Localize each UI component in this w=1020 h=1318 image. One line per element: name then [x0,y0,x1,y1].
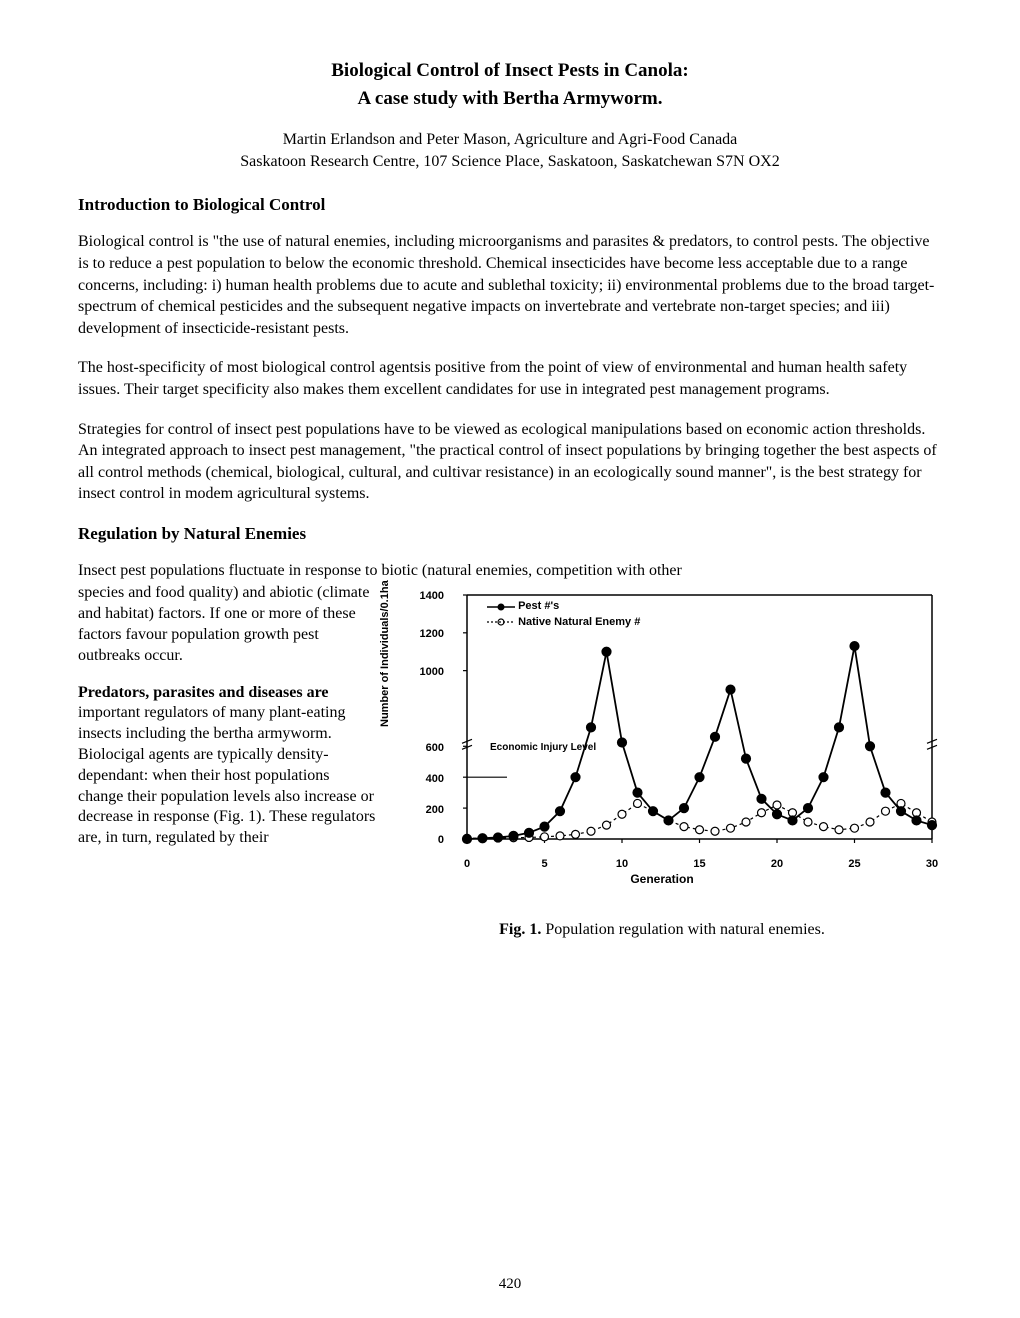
figure-caption: Fig. 1. Population regulation with natur… [382,919,942,941]
paragraph-3: Strategies for control of insect pest po… [78,419,942,505]
left-column: species and food quality) and abiotic (c… [78,583,376,941]
x-axis-label: Generation [382,871,942,887]
figure-1-chart: Number of Individuals/0.1ha Pest #'s Nat… [382,589,942,899]
fig-caption-text: Population regulation with natural enemi… [541,921,825,938]
y-axis-label: Number of Individuals/0.1ha [378,581,393,728]
page-title: Biological Control of Insect Pests in Ca… [78,58,942,84]
paragraph-2: The host-specificity of most biological … [78,357,942,400]
side-paragraph-1: species and food quality) and abiotic (c… [78,583,376,666]
fig-label: Fig. 1. [499,921,541,938]
affiliation: Saskatoon Research Centre, 107 Science P… [78,151,942,173]
two-column-layout: species and food quality) and abiotic (c… [78,583,942,941]
page-number: 420 [0,1274,1020,1294]
section-heading-regulation: Regulation by Natural Enemies [78,523,942,546]
side-para2-text: important regulators of many plant-eatin… [78,704,375,846]
page-subtitle: A case study with Bertha Armyworm. [78,86,942,112]
side-heading-predators: Predators, parasites and diseases [78,684,303,701]
chart-svg [412,589,942,864]
paragraph-1: Biological control is "the use of natura… [78,231,942,339]
authors: Martin Erlandson and Peter Mason, Agricu… [78,129,942,151]
right-column: Number of Individuals/0.1ha Pest #'s Nat… [382,583,942,941]
side-paragraph-2: Predators, parasites and diseases are im… [78,683,376,849]
section-heading-intro: Introduction to Biological Control [78,194,942,217]
paragraph-4: Insect pest populations fluctuate in res… [78,560,942,582]
side-are: are [307,684,329,701]
